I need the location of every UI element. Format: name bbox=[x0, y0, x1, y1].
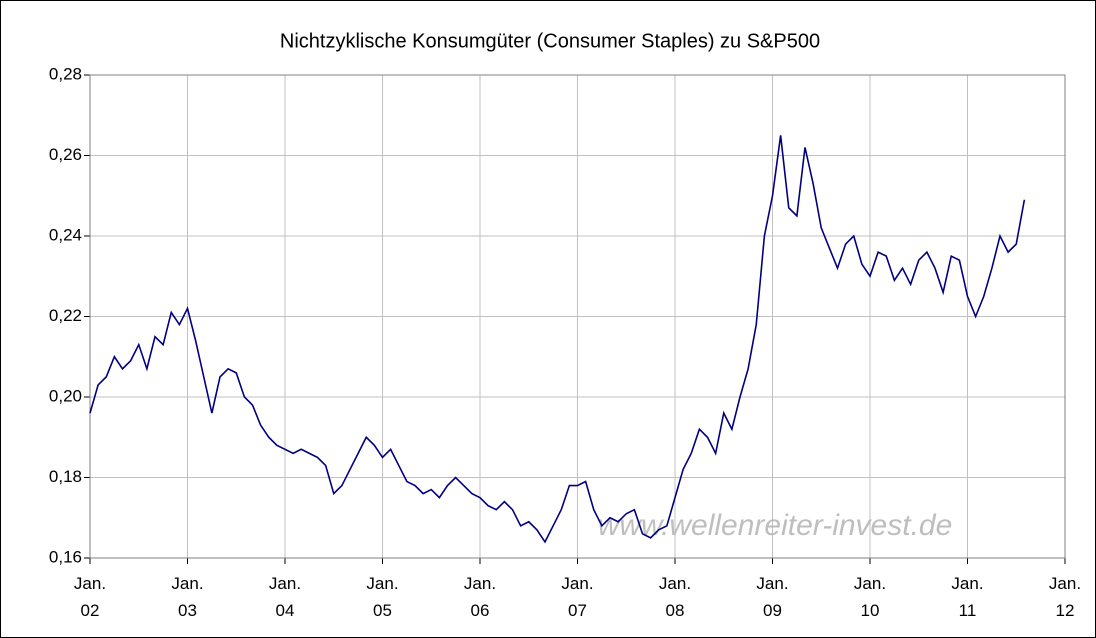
x-tick-label: Jan. 06 bbox=[463, 574, 497, 620]
y-tick-label: 0,28 bbox=[49, 64, 82, 83]
x-tick-label: Jan. 12 bbox=[1048, 574, 1082, 620]
x-tick-label: Jan. 05 bbox=[366, 574, 399, 620]
x-tick-label: Jan. 11 bbox=[951, 574, 984, 620]
y-tick-label: 0,24 bbox=[49, 225, 82, 244]
watermark: www.wellenreiter-invest.de bbox=[598, 509, 953, 542]
x-tick-label: Jan. 04 bbox=[268, 574, 302, 620]
y-tick-label: 0,22 bbox=[49, 306, 82, 325]
x-tick-label: Jan. 08 bbox=[658, 574, 692, 620]
x-tick-label: Jan. 07 bbox=[561, 574, 594, 620]
chart-title: Nichtzyklische Konsumgüter (Consumer Sta… bbox=[280, 30, 820, 52]
x-tick-label: Jan. 03 bbox=[171, 574, 204, 620]
y-tick-label: 0,26 bbox=[49, 145, 82, 164]
x-tick-label: Jan. 10 bbox=[853, 574, 887, 620]
plot-frame bbox=[89, 74, 1066, 559]
x-tick-label: Jan. 02 bbox=[73, 574, 107, 620]
y-tick-label: 0,18 bbox=[49, 467, 82, 486]
line-series bbox=[89, 135, 1026, 544]
y-tick-label: 0,16 bbox=[49, 547, 82, 566]
y-tick-label: 0,20 bbox=[49, 386, 82, 405]
x-tick-label: Jan. 09 bbox=[756, 574, 789, 620]
